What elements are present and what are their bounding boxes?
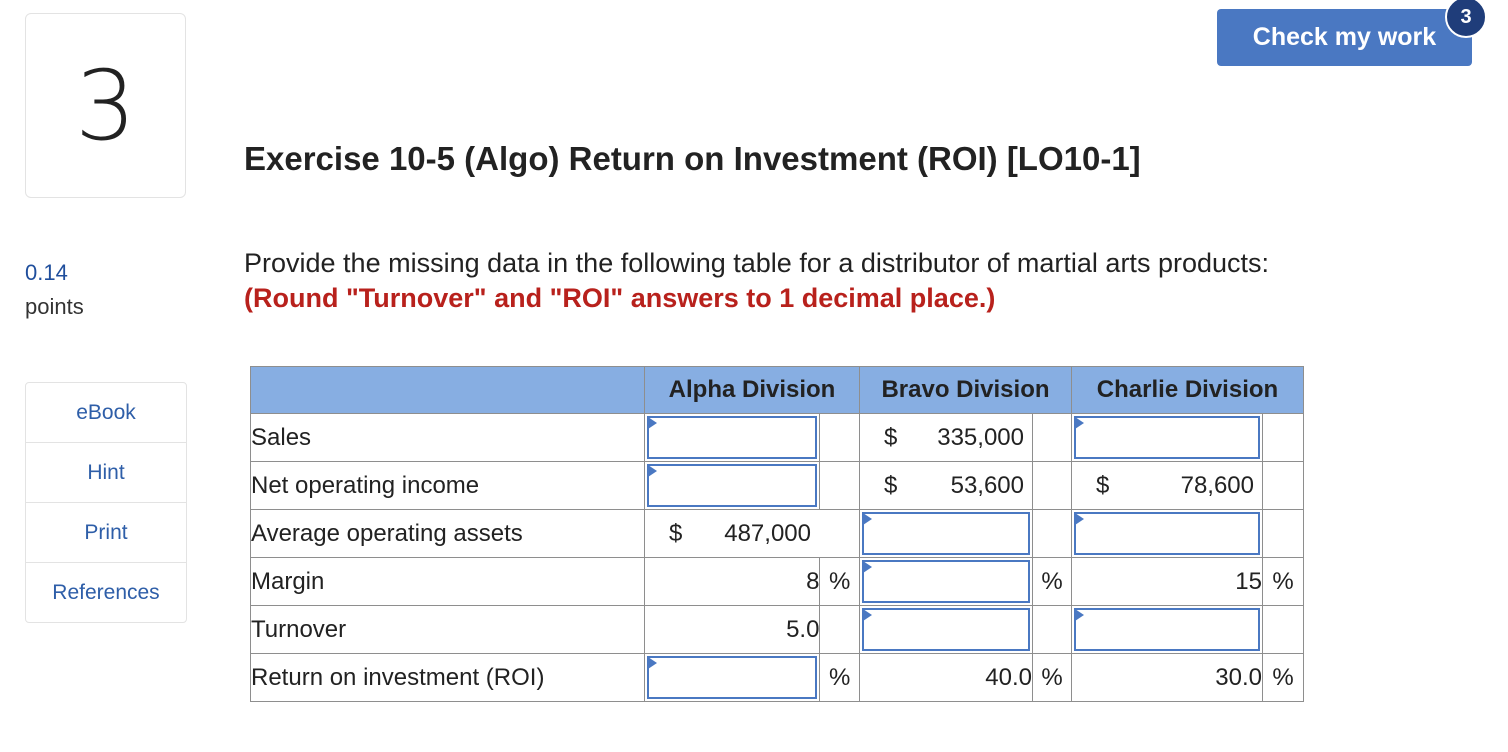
charlie-noi-value: 78,600 <box>1180 471 1254 499</box>
charlie-sales-input[interactable] <box>1074 416 1260 459</box>
table-header-row: Alpha Division Bravo Division Charlie Di… <box>250 366 1304 414</box>
check-my-work-button[interactable]: Check my work <box>1217 9 1472 66</box>
question-number-box: 3 <box>25 13 186 198</box>
bravo-noi-unit <box>1032 461 1072 510</box>
instructions: Provide the missing data in the followin… <box>244 246 1269 316</box>
header-blank <box>250 366 645 414</box>
bravo-roi-unit: % <box>1032 653 1072 702</box>
roi-table: Alpha Division Bravo Division Charlie Di… <box>250 366 1304 702</box>
alpha-margin-unit: % <box>819 557 860 606</box>
resource-sidebar: eBook Hint Print References <box>25 382 187 623</box>
points-value: 0.14 <box>25 260 68 285</box>
bravo-assets-unit <box>1032 509 1072 558</box>
charlie-turnover-input[interactable] <box>1074 608 1260 651</box>
alpha-assets-cell: $487,000 <box>644 509 860 558</box>
bravo-turnover-cell <box>859 605 1033 654</box>
references-link[interactable]: References <box>52 580 160 604</box>
bravo-sales-cell: $335,000 <box>859 413 1033 462</box>
charlie-roi-value: 30.0 <box>1071 653 1263 702</box>
header-bravo: Bravo Division <box>859 366 1072 414</box>
points-block: 0.14 points <box>25 256 84 324</box>
bravo-margin-cell <box>859 557 1033 606</box>
charlie-assets-input[interactable] <box>1074 512 1260 555</box>
check-count-badge: 3 <box>1445 0 1487 38</box>
print-link[interactable]: Print <box>26 503 186 563</box>
table-row: Average operating assets $487,000 <box>250 509 1304 558</box>
dollar-sign: $ <box>884 423 898 451</box>
dollar-sign: $ <box>884 471 898 499</box>
alpha-roi-unit: % <box>819 653 860 702</box>
charlie-turnover-cell <box>1071 605 1263 654</box>
exercise-title: Exercise 10-5 (Algo) Return on Investmen… <box>244 140 1141 177</box>
instructions-text: Provide the missing data in the followin… <box>244 248 1269 278</box>
row-label-margin: Margin <box>250 557 645 606</box>
question-number: 3 <box>74 49 137 162</box>
bravo-turnover-input[interactable] <box>862 608 1030 651</box>
bravo-noi-cell: $53,600 <box>859 461 1033 510</box>
ebook-link[interactable]: eBook <box>26 383 186 443</box>
points-label: points <box>25 294 84 320</box>
table-row: Return on investment (ROI) % 40.0 % 30.0… <box>250 653 1304 702</box>
header-charlie: Charlie Division <box>1071 366 1304 414</box>
row-label-sales: Sales <box>250 413 645 462</box>
alpha-noi-cell <box>643 461 821 510</box>
header-alpha: Alpha Division <box>644 366 860 414</box>
table-row: Net operating income $53,600 $78,600 <box>250 461 1304 510</box>
charlie-noi-cell: $78,600 <box>1071 461 1263 510</box>
table-row: Turnover 5.0 <box>250 605 1304 654</box>
alpha-sales-cell <box>643 413 821 462</box>
bravo-margin-unit: % <box>1032 557 1072 606</box>
charlie-sales-unit <box>1262 413 1304 462</box>
charlie-noi-unit <box>1262 461 1304 510</box>
alpha-noi-input[interactable] <box>647 464 818 507</box>
alpha-turnover-value: 5.0 <box>643 605 821 654</box>
charlie-turnover-unit <box>1262 605 1304 654</box>
bravo-noi-value: 53,600 <box>950 471 1024 499</box>
alpha-sales-unit <box>819 413 860 462</box>
bravo-assets-cell <box>859 509 1033 558</box>
row-label-assets: Average operating assets <box>250 509 645 558</box>
bravo-sales-unit <box>1032 413 1072 462</box>
bravo-roi-value: 40.0 <box>859 653 1033 702</box>
alpha-noi-unit <box>819 461 860 510</box>
row-label-noi: Net operating income <box>250 461 645 510</box>
alpha-sales-input[interactable] <box>647 416 818 459</box>
bravo-margin-input[interactable] <box>862 560 1030 603</box>
charlie-assets-unit <box>1262 509 1304 558</box>
bravo-assets-input[interactable] <box>862 512 1030 555</box>
table-row: Margin 8 % % 15 % <box>250 557 1304 606</box>
bravo-turnover-unit <box>1032 605 1072 654</box>
bravo-sales-value: 335,000 <box>937 423 1024 451</box>
alpha-margin-value: 8 <box>643 557 821 606</box>
dollar-sign: $ <box>669 519 683 547</box>
alpha-turnover-unit <box>819 605 860 654</box>
charlie-assets-cell <box>1071 509 1263 558</box>
rounding-note: (Round "Turnover" and "ROI" answers to 1… <box>244 283 996 313</box>
table-row: Sales $335,000 <box>250 413 1304 462</box>
hint-link[interactable]: Hint <box>26 443 186 503</box>
charlie-sales-cell <box>1071 413 1263 462</box>
charlie-margin-unit: % <box>1262 557 1304 606</box>
alpha-roi-cell <box>643 653 821 702</box>
row-label-roi: Return on investment (ROI) <box>250 653 645 702</box>
dollar-sign: $ <box>1096 471 1110 499</box>
charlie-margin-value: 15 <box>1071 557 1263 606</box>
alpha-assets-value: 487,000 <box>724 519 811 547</box>
row-label-turnover: Turnover <box>250 605 645 654</box>
alpha-roi-input[interactable] <box>647 656 818 699</box>
charlie-roi-unit: % <box>1262 653 1304 702</box>
